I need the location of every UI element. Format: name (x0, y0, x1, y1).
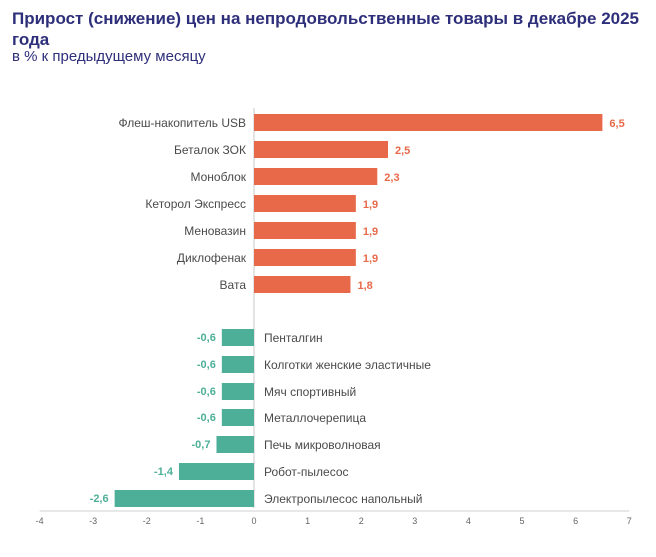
category-label: Металлочерепица (264, 411, 366, 425)
category-label: Робот-пылесос (264, 465, 349, 479)
bar-increase (254, 141, 388, 158)
data-label: -0,6 (197, 412, 216, 424)
data-label: 2,3 (384, 172, 399, 184)
data-label: 1,9 (363, 199, 378, 211)
bar-increase (254, 168, 378, 185)
x-tick-label: 0 (251, 516, 256, 526)
bar-increase (254, 222, 356, 239)
data-label: -0,6 (197, 386, 216, 398)
data-label: 2,5 (395, 145, 410, 157)
data-label: -0,7 (192, 439, 211, 451)
data-label: -0,6 (197, 332, 216, 344)
bar-decrease (221, 329, 254, 346)
x-tick-label: 6 (573, 516, 578, 526)
x-tick-label: -4 (36, 516, 44, 526)
x-tick-label: 2 (359, 516, 364, 526)
bar-increase (254, 195, 356, 212)
data-label: 1,9 (363, 253, 378, 265)
x-tick-label: -1 (196, 516, 204, 526)
bar-decrease (216, 436, 254, 453)
category-label: Печь микроволновая (264, 438, 381, 452)
bar-increase (254, 276, 351, 293)
bar-increase (254, 114, 603, 131)
bar-decrease (221, 356, 254, 373)
bar-decrease (114, 490, 254, 507)
x-tick-label: -3 (89, 516, 97, 526)
category-label: Беталок ЗОК (174, 143, 246, 157)
category-label: Флеш-накопитель USB (119, 116, 246, 130)
x-tick-label: 3 (412, 516, 417, 526)
x-tick-label: 1 (305, 516, 310, 526)
category-label: Мяч спортивный (264, 385, 356, 399)
bar-decrease (178, 463, 254, 480)
bar-decrease (221, 383, 254, 400)
category-label: Диклофенак (177, 251, 247, 265)
category-label: Меновазин (184, 224, 246, 238)
x-tick-label: 7 (627, 516, 632, 526)
category-label: Колготки женские эластичные (264, 358, 431, 372)
category-label: Электропылесос напольный (264, 492, 423, 506)
x-tick-label: 4 (466, 516, 471, 526)
category-label: Вата (220, 278, 247, 292)
data-label: 1,8 (357, 280, 372, 292)
bar-increase (254, 249, 356, 266)
data-label: -1,4 (154, 466, 174, 478)
bar-decrease (221, 409, 254, 426)
chart-title: Прирост (снижение) цен на непродовольств… (12, 9, 640, 49)
category-label: Кеторол Экспресс (145, 197, 246, 211)
x-tick-label: -2 (143, 516, 151, 526)
data-label: 1,9 (363, 226, 378, 238)
category-label: Пенталгин (264, 331, 323, 345)
chart-subtitle: в % к предыдущему месяцу (12, 48, 206, 65)
category-label: Моноблок (191, 170, 247, 184)
data-label: -0,6 (197, 359, 216, 371)
data-label: 6,5 (609, 118, 624, 130)
x-tick-label: 5 (519, 516, 524, 526)
data-label: -2,6 (90, 493, 109, 505)
